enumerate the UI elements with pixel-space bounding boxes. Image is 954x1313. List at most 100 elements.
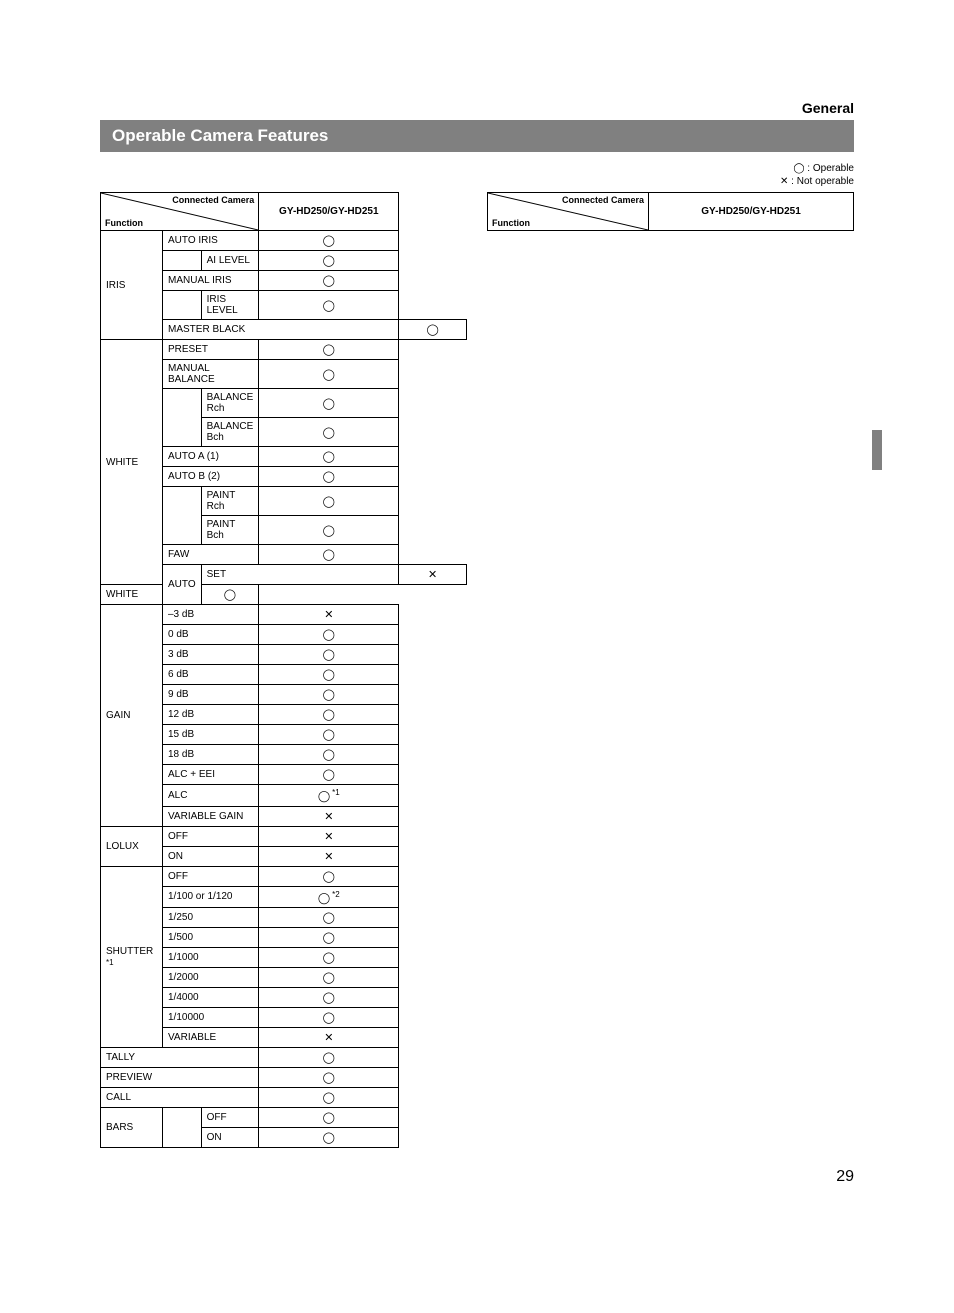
value-cell: ◯: [259, 665, 399, 685]
indent-cell: [163, 487, 202, 516]
value-cell: ◯: [259, 1108, 399, 1128]
sub-cell: PRESET: [163, 340, 259, 360]
sub-cell: BALANCE Bch: [201, 418, 259, 447]
left-table: Connected Camera Function GY-HD250/GY-HD…: [100, 192, 467, 1148]
section-label: General: [100, 100, 854, 116]
sub-cell: 0 dB: [163, 625, 259, 645]
sub-cell: 15 dB: [163, 725, 259, 745]
value-cell: ◯: [259, 948, 399, 968]
sub-cell: IRIS LEVEL: [201, 291, 259, 320]
function-cell: TALLY: [101, 1048, 259, 1068]
value-cell: ◯: [259, 988, 399, 1008]
function-cell: WHITE: [101, 340, 163, 585]
value-cell: ◯: [201, 585, 259, 605]
sub-cell: AUTO B (2): [163, 467, 259, 487]
legend-operable: ◯ : Operable: [100, 162, 854, 175]
indent-cell: [163, 418, 202, 447]
sub-cell: ALC + EEI: [163, 765, 259, 785]
value-cell: ◯: [259, 685, 399, 705]
indent-cell: [163, 251, 202, 271]
diag-header-left: Connected Camera Function: [101, 193, 259, 231]
value-cell: ✕: [259, 1028, 399, 1048]
value-cell: ◯: [259, 745, 399, 765]
camera-model-header-r: GY-HD250/GY-HD251: [649, 193, 854, 231]
function-cell: IRIS: [101, 231, 163, 340]
table-row: LOLUXOFF✕: [101, 826, 467, 846]
sub-cell: –3 dB: [163, 605, 259, 625]
diag-bot-r: Function: [492, 218, 530, 228]
sub-cell: OFF: [201, 1108, 259, 1128]
value-cell: ◯: [259, 231, 399, 251]
sub-cell: VARIABLE: [163, 1028, 259, 1048]
diag-top: Connected Camera: [172, 195, 254, 205]
sub-cell: AUTO IRIS: [163, 231, 259, 251]
sub-cell: 1/250: [163, 908, 259, 928]
sub-cell: ON: [201, 1128, 259, 1148]
camera-model-header: GY-HD250/GY-HD251: [259, 193, 399, 231]
value-cell: ◯: [259, 645, 399, 665]
sub-cell: 9 dB: [163, 685, 259, 705]
value-cell: ◯: [259, 418, 399, 447]
legend: ◯ : Operable ✕ : Not operable: [100, 162, 854, 188]
value-cell: ◯: [259, 968, 399, 988]
value-cell: ◯: [259, 1088, 399, 1108]
value-cell: ◯: [259, 545, 399, 565]
sub-cell: MANUAL BALANCE: [163, 360, 259, 389]
function-cell: LOLUX: [101, 826, 163, 866]
value-cell: ◯: [259, 625, 399, 645]
sub-cell: 1/500: [163, 928, 259, 948]
sub-cell: 1/2000: [163, 968, 259, 988]
value-cell: ◯: [259, 1048, 399, 1068]
indent-cell: [163, 389, 202, 418]
value-cell: ◯: [259, 389, 399, 418]
sub-cell: ON: [163, 846, 259, 866]
value-cell: ◯: [259, 1008, 399, 1028]
side-tab: [872, 430, 882, 470]
value-cell: ◯: [259, 271, 399, 291]
value-cell: ◯: [259, 467, 399, 487]
value-cell: ✕: [259, 806, 399, 826]
value-cell: ✕: [399, 565, 467, 585]
value-cell: ◯: [259, 447, 399, 467]
sub-cell: [163, 1108, 202, 1148]
value-cell: ◯: [259, 765, 399, 785]
sub-cell: 1/1000: [163, 948, 259, 968]
value-cell: ◯: [399, 320, 467, 340]
function-cell: PREVIEW: [101, 1068, 259, 1088]
sub-cell: AUTO A (1): [163, 447, 259, 467]
function-cell: BARS: [101, 1108, 163, 1148]
indent-cell: [163, 516, 202, 545]
value-cell: ◯: [259, 487, 399, 516]
table-row: WHITEPRESET◯: [101, 340, 467, 360]
table-row: WHITE◯: [101, 585, 467, 605]
sub-cell: BALANCE Rch: [201, 389, 259, 418]
sub-cell: PAINT Rch: [201, 487, 259, 516]
sub-cell: 3 dB: [163, 645, 259, 665]
sub-cell: 6 dB: [163, 665, 259, 685]
value-cell: ◯: [259, 928, 399, 948]
sub-cell: OFF: [163, 826, 259, 846]
value-cell: ✕: [259, 826, 399, 846]
table-row: TALLY◯: [101, 1048, 467, 1068]
value-cell: ◯: [259, 908, 399, 928]
right-table: Connected Camera Function GY-HD250/GY-HD…: [487, 192, 854, 231]
function-cell: SHUTTER*1: [101, 866, 163, 1048]
value-cell: ✕: [259, 846, 399, 866]
page-title: Operable Camera Features: [100, 120, 854, 152]
value-cell: ◯: [259, 360, 399, 389]
value-cell: ◯: [259, 340, 399, 360]
sub-cell: 1/100 or 1/120: [163, 886, 259, 908]
sub-cell: PAINT Bch: [201, 516, 259, 545]
sub-cell: 12 dB: [163, 705, 259, 725]
value-cell: ◯: [259, 251, 399, 271]
value-cell: ◯: [259, 866, 399, 886]
sub-cell: 1/4000: [163, 988, 259, 1008]
sub-cell: 1/10000: [163, 1008, 259, 1028]
value-cell: ◯: [259, 725, 399, 745]
page-number: 29: [100, 1168, 854, 1186]
table-row: BARSOFF◯: [101, 1108, 467, 1128]
value-cell: ✕: [259, 605, 399, 625]
value-cell: ◯: [259, 291, 399, 320]
sub-cell: AI LEVEL: [201, 251, 259, 271]
sub-cell: VARIABLE GAIN: [163, 806, 259, 826]
